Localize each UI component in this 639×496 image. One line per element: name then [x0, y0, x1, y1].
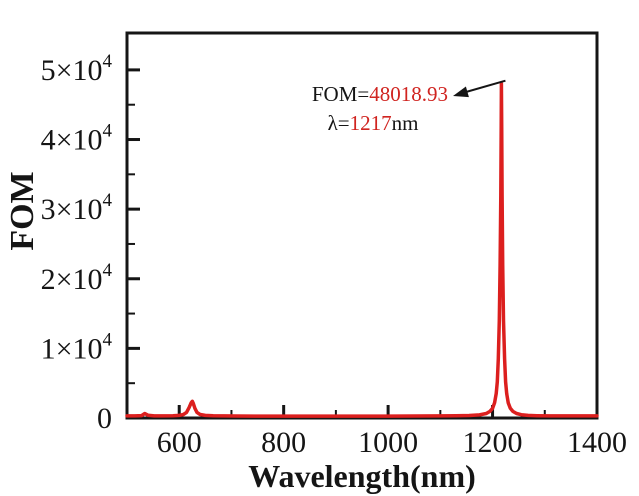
x-tick-label: 800 [261, 426, 306, 459]
annotation-fom-value: 48018.93 [369, 82, 448, 106]
x-axis-title: Wavelength(nm) [248, 458, 476, 494]
plot-frame [125, 31, 599, 420]
annotation-arrowhead [453, 86, 469, 98]
y-tick-label: 3×104 [41, 190, 113, 226]
y-tick-label: 2×104 [41, 260, 113, 296]
y-tick-label: 1×104 [41, 329, 113, 365]
y-tick-label: 0 [97, 402, 112, 435]
x-tick-label: 1000 [358, 426, 418, 459]
y-tick-label: 4×104 [41, 121, 113, 157]
x-tick-label: 600 [157, 426, 202, 459]
annotation-arrow [453, 79, 506, 98]
y-axis-title: FOM [4, 171, 41, 250]
annotation-fom-line: FOM=48018.93 [312, 82, 448, 106]
peak-annotation: FOM=48018.93 λ=1217nm [312, 79, 506, 135]
annotation-lambda-line: λ=1217nm [328, 111, 419, 135]
y-tick-label: 5×104 [41, 51, 113, 87]
annotation-fom-prefix: FOM= [312, 82, 369, 106]
annotation-lambda-value: 1217 [350, 111, 392, 135]
x-tick-label: 1200 [463, 426, 523, 459]
fom-curve-path [125, 81, 599, 418]
annotation-lambda-prefix: λ= [328, 111, 350, 135]
axis-tick-labels: 600 800 1000 1200 1400 0 1×104 2×104 3×104 4×104 5… [41, 51, 627, 459]
x-tick-label: 1400 [567, 426, 627, 459]
annotation-lambda-suffix: nm [392, 111, 419, 135]
fom-curve [125, 81, 599, 418]
